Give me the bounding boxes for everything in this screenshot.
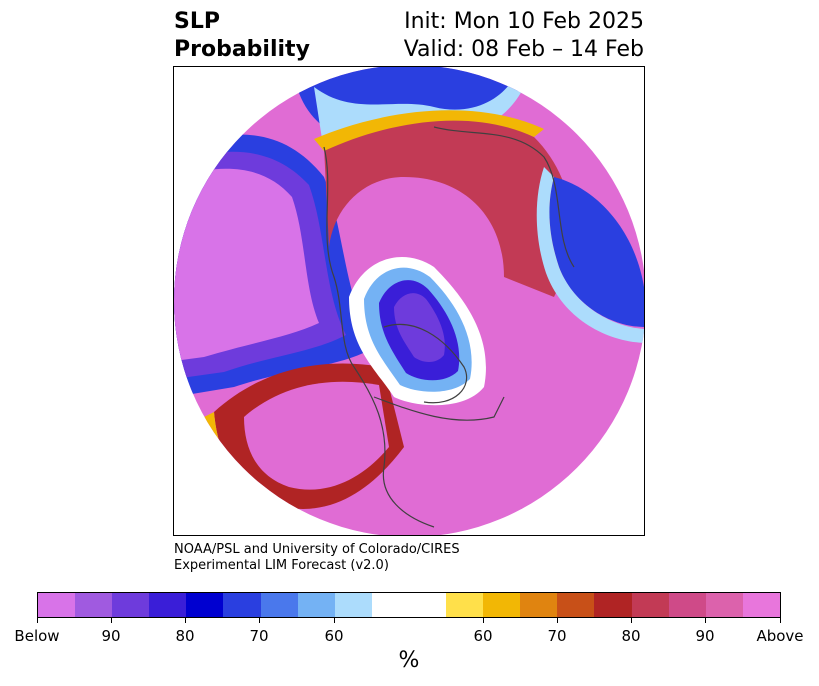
colorbar-segment [260, 593, 298, 617]
colorbar-tick [37, 618, 38, 623]
title-right: Init: Mon 10 Feb 2025 Valid: 08 Feb – 14… [404, 8, 644, 64]
below-pacific-core [174, 168, 319, 361]
colorbar [37, 592, 781, 618]
credit-line-2: Experimental LIM Forecast (v2.0) [174, 558, 389, 573]
colorbar-tick-label: 60 [473, 627, 493, 645]
colorbar-segment [223, 593, 261, 617]
colorbar-segment [594, 593, 632, 617]
credit-line-1: NOAA/PSL and University of Colorado/CIRE… [174, 542, 460, 557]
variable-title: SLP [174, 9, 220, 34]
colorbar-tick [111, 618, 112, 623]
below-atlantic-light [536, 167, 644, 343]
above-arctic-band [324, 118, 572, 298]
colorbar-segment [557, 593, 595, 617]
below-atlantic-right [549, 177, 644, 327]
quantity-title: Probability [174, 37, 310, 62]
probability-map [174, 67, 644, 535]
colorbar-segment [371, 593, 447, 617]
colorbar-tick [259, 618, 260, 623]
coastlines [323, 126, 575, 528]
map-panel [173, 66, 645, 536]
colorbar-tick-label: 70 [249, 627, 269, 645]
colorbar-segment [742, 593, 780, 617]
colorbar-segment [705, 593, 743, 617]
colorbar-segment [668, 593, 706, 617]
valid-range: Valid: 08 Feb – 14 Feb [403, 37, 644, 62]
colorbar-tick [631, 618, 632, 623]
colorbar-segment [297, 593, 335, 617]
colorbar-tick-label: 90 [695, 627, 715, 645]
colorbar-tick-label: Above [756, 627, 804, 645]
colorbar-segment [631, 593, 669, 617]
init-date: Init: Mon 10 Feb 2025 [404, 9, 644, 34]
colorbar-tick [483, 618, 484, 623]
colorbar-unit: % [398, 648, 420, 673]
colorbar-tick-label: 60 [324, 627, 344, 645]
colorbar-tick-label: 80 [621, 627, 641, 645]
colorbar-tick [705, 618, 706, 623]
colorbar-segment [38, 593, 76, 617]
colorbar-tick-label: 80 [175, 627, 195, 645]
colorbar-tick [334, 618, 335, 623]
colorbar-tick [780, 618, 781, 623]
above-pacific-core [244, 381, 389, 490]
colorbar-tick [185, 618, 186, 623]
above-arctic-yellow [314, 110, 544, 151]
credit: NOAA/PSL and University of Colorado/CIRE… [174, 542, 460, 574]
title-left: SLP Probability [174, 8, 310, 64]
colorbar-tick-label: 70 [547, 627, 567, 645]
colorbar-segment [112, 593, 150, 617]
colorbar-segment [75, 593, 113, 617]
colorbar-tick-label: 90 [101, 627, 121, 645]
colorbar-segment [483, 593, 521, 617]
colorbar-segment [149, 593, 187, 617]
colorbar-tick [557, 618, 558, 623]
colorbar-segment [446, 593, 484, 617]
colorbar-segment [334, 593, 372, 617]
colorbar-tick-label: Below [14, 627, 60, 645]
colorbar-segment [186, 593, 224, 617]
colorbar-segment [520, 593, 558, 617]
